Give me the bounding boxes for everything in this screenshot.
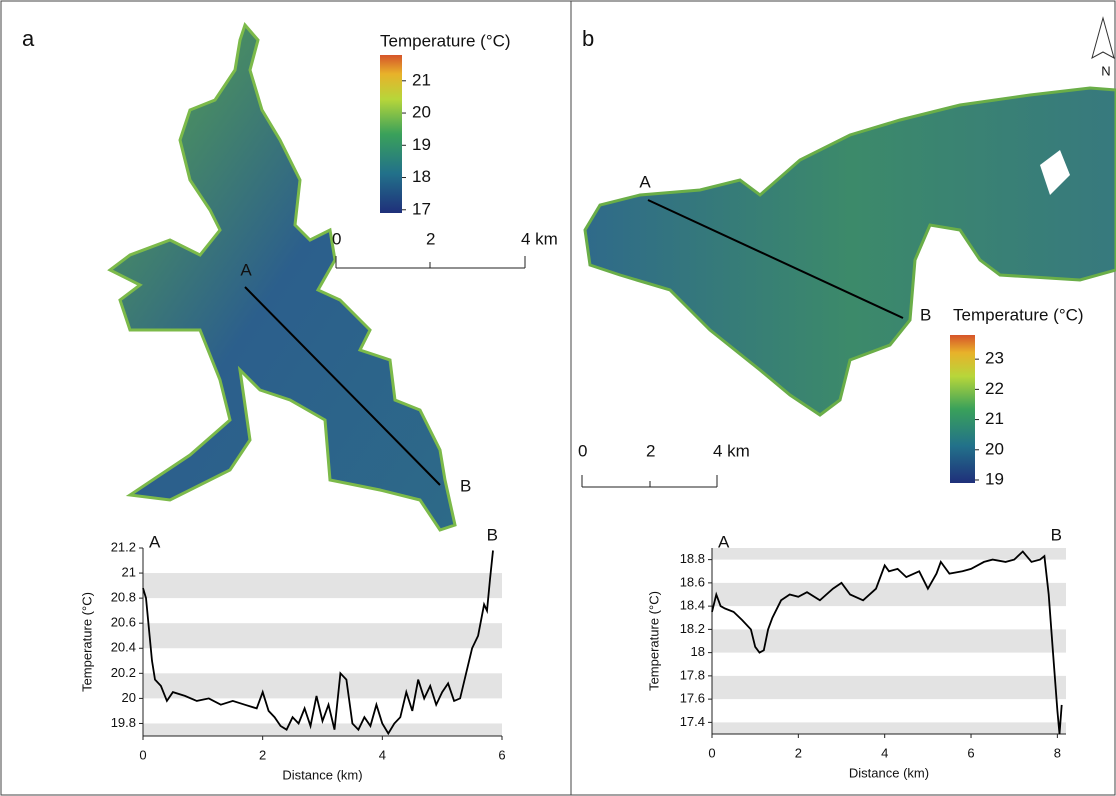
scale-bar-label: 4 km — [713, 441, 750, 460]
x-tick-label: 2 — [795, 745, 802, 760]
annotation: B — [487, 525, 498, 544]
x-axis-label: Distance (km) — [282, 767, 362, 782]
x-tick-label: 4 — [881, 745, 888, 760]
annotation: B — [1051, 525, 1062, 544]
transect-end: B — [920, 305, 931, 324]
colorbar-label: 21 — [412, 70, 431, 89]
scale-bar-label: 0 — [578, 441, 587, 460]
y-tick-label: 21.2 — [111, 539, 136, 554]
colorbar-label: 19 — [985, 469, 1004, 488]
colorbar-label: 17 — [412, 199, 431, 218]
colorbar-label: 18 — [412, 167, 431, 186]
annotation: A — [149, 532, 161, 551]
x-tick-label: 0 — [139, 747, 146, 762]
y-tick-label: 20.4 — [111, 640, 136, 655]
y-tick-label: 18.6 — [680, 574, 705, 589]
x-tick-label: 6 — [498, 747, 505, 762]
x-tick-label: 4 — [379, 747, 386, 762]
x-tick-label: 6 — [967, 745, 974, 760]
x-axis-label: Distance (km) — [849, 765, 929, 780]
grid-band — [712, 583, 1066, 606]
colorbar-label: 20 — [985, 439, 1004, 458]
grid-band — [143, 723, 502, 736]
grid-band — [143, 573, 502, 598]
transect-start: A — [240, 260, 252, 279]
lake-map — [110, 25, 455, 530]
grid-band — [712, 722, 1066, 734]
y-tick-label: 20 — [122, 690, 136, 705]
scale-bar-label: 2 — [426, 229, 435, 248]
legend-title: Temperature (°C) — [953, 305, 1084, 324]
grid-band — [712, 548, 1066, 560]
colorbar-label: 19 — [412, 135, 431, 154]
y-tick-label: 19.8 — [111, 715, 136, 730]
colorbar-label: 23 — [985, 349, 1004, 368]
y-tick-label: 20.8 — [111, 590, 136, 605]
grid-band — [143, 623, 502, 648]
y-tick-label: 17.8 — [680, 667, 705, 682]
north-label: N — [1101, 63, 1110, 78]
y-tick-label: 18.8 — [680, 551, 705, 566]
colorbar — [950, 335, 975, 483]
y-tick-label: 17.4 — [680, 714, 705, 729]
figure: A B A B N a b Temperature (°C)2120191817… — [0, 0, 1116, 796]
y-tick-label: 18.4 — [680, 598, 705, 613]
panel-label: a — [22, 26, 35, 51]
y-axis-label: Temperature (°C) — [646, 591, 661, 691]
y-tick-label: 21 — [122, 565, 136, 580]
transect-start: A — [639, 172, 651, 191]
colorbar-label: 21 — [985, 409, 1004, 428]
y-tick-label: 20.6 — [111, 615, 136, 630]
colorbar-label: 20 — [412, 103, 431, 122]
legend-title: Temperature (°C) — [380, 31, 511, 50]
scale-bar-label: 0 — [332, 229, 341, 248]
colorbar-label: 22 — [985, 379, 1004, 398]
grid-band — [712, 676, 1066, 699]
x-tick-label: 2 — [259, 747, 266, 762]
y-tick-label: 18 — [691, 644, 705, 659]
y-tick-label: 17.6 — [680, 691, 705, 706]
transect-end: B — [460, 476, 471, 495]
scale-bar-label: 2 — [646, 441, 655, 460]
lake-map — [585, 88, 1116, 415]
y-axis-label: Temperature (°C) — [79, 592, 94, 692]
y-tick-label: 20.2 — [111, 665, 136, 680]
annotation: A — [718, 532, 730, 551]
north-arrow — [1092, 18, 1114, 58]
panel-label: b — [582, 26, 594, 51]
x-tick-label: 8 — [1054, 745, 1061, 760]
y-tick-label: 18.2 — [680, 621, 705, 636]
colorbar — [380, 55, 402, 213]
x-tick-label: 0 — [708, 745, 715, 760]
scale-bar-label: 4 km — [521, 229, 558, 248]
